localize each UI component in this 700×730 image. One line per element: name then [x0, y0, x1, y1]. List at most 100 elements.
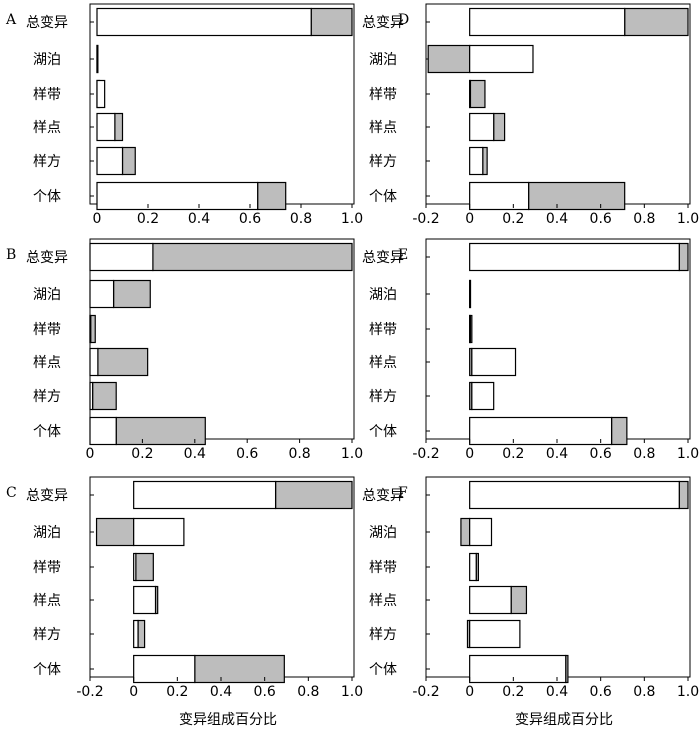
- x-tick-label: 0.8: [290, 211, 312, 227]
- category-label: 个体: [33, 662, 61, 678]
- bar-segment-gray: [310, 7, 353, 37]
- category-label: 湖泊: [33, 525, 61, 541]
- x-tick-label: 0.4: [184, 446, 206, 462]
- x-tick-label: 1.0: [677, 446, 699, 462]
- category-label: 个体: [369, 424, 397, 440]
- category-label: 个体: [369, 189, 397, 205]
- bar-segment-gray: [678, 242, 689, 272]
- x-tick-label: 0.6: [590, 446, 612, 462]
- bar-segment-gray: [493, 112, 506, 142]
- bar-segment-white: [96, 181, 259, 211]
- panel-letter: E: [398, 247, 408, 263]
- category-label: 样方: [33, 389, 61, 405]
- x-tick-label: 0.2: [137, 211, 159, 227]
- x-tick-label: 0.6: [590, 684, 612, 700]
- bar-segment-white: [89, 381, 94, 411]
- x-tick-label: 0.4: [546, 211, 568, 227]
- category-label: 湖泊: [369, 287, 397, 303]
- bar-segment-white: [471, 381, 495, 411]
- bar-segment-gray: [482, 146, 488, 176]
- bar-segment-gray: [92, 381, 117, 411]
- category-label: 总变异: [26, 15, 68, 31]
- x-tick-label: 0.6: [590, 211, 612, 227]
- bar-segment-white: [469, 619, 521, 649]
- bar-segment-white: [133, 552, 137, 582]
- category-label: 样点: [33, 593, 61, 609]
- x-tick-label: -0.2: [412, 684, 439, 700]
- category-label: 样带: [33, 322, 61, 338]
- bar-segment-gray: [610, 416, 628, 446]
- x-tick-label: 0: [93, 211, 102, 227]
- category-label: 样带: [33, 87, 61, 103]
- category-label: 总变异: [362, 488, 404, 504]
- bar-segment-gray: [135, 552, 154, 582]
- bar-segment-white: [469, 314, 472, 344]
- bar-segment-gray: [95, 517, 135, 547]
- category-label: 样点: [33, 355, 61, 371]
- x-tick-label: 0: [86, 446, 95, 462]
- bar-segment-white: [469, 181, 530, 211]
- bar-segment-white: [96, 44, 99, 74]
- x-tick-label: 1.0: [677, 684, 699, 700]
- bar-segment-gray: [112, 279, 151, 309]
- bar-segment-gray: [624, 7, 689, 37]
- bar-segment-white: [469, 242, 680, 272]
- category-label: 湖泊: [33, 287, 61, 303]
- category-label: 样带: [33, 560, 61, 576]
- bar-segment-white: [133, 654, 196, 684]
- category-label: 样方: [33, 627, 61, 643]
- x-tick-label: 0.8: [288, 446, 310, 462]
- bar-segment-white: [469, 552, 477, 582]
- category-label: 样点: [369, 593, 397, 609]
- x-tick-label: 0.6: [236, 446, 258, 462]
- bar-segment-white: [469, 416, 613, 446]
- category-label: 湖泊: [369, 525, 397, 541]
- x-tick-label: 0: [465, 211, 474, 227]
- x-tick-label: 1.0: [341, 446, 363, 462]
- bar-segment-gray: [274, 480, 353, 510]
- x-tick-label: 0.2: [131, 446, 153, 462]
- category-label: 总变异: [26, 250, 68, 266]
- category-label: 样方: [33, 154, 61, 170]
- bar-segment-white: [469, 517, 493, 547]
- category-label: 样点: [369, 120, 397, 136]
- bar-segment-gray: [460, 517, 471, 547]
- x-tick-label: -0.2: [412, 446, 439, 462]
- x-tick-label: 1.0: [677, 211, 699, 227]
- x-tick-label: 0.6: [239, 211, 261, 227]
- panel-letter: F: [398, 485, 408, 501]
- bar-segment-gray: [528, 181, 626, 211]
- bar-segment-white: [133, 585, 157, 615]
- category-label: 个体: [33, 189, 61, 205]
- bar-segment-white: [133, 517, 185, 547]
- x-tick-label: 0.4: [546, 446, 568, 462]
- panel-letter: C: [6, 485, 17, 501]
- bar-segment-white: [96, 79, 106, 109]
- category-label: 个体: [369, 662, 397, 678]
- category-label: 个体: [33, 424, 61, 440]
- category-label: 样带: [369, 560, 397, 576]
- bar-segment-white: [469, 654, 567, 684]
- x-tick-label: 0.8: [633, 446, 655, 462]
- bar-segment-white: [133, 480, 277, 510]
- bar-segment-white: [133, 619, 139, 649]
- bar-segment-gray: [115, 416, 206, 446]
- panel-letter: A: [5, 12, 17, 28]
- category-label: 样点: [33, 120, 61, 136]
- bar-segment-white: [469, 146, 484, 176]
- x-tick-label: 0.2: [166, 684, 188, 700]
- bar-segment-white: [89, 314, 92, 344]
- x-tick-label: 0.4: [546, 684, 568, 700]
- panel-letter: D: [398, 12, 409, 28]
- bar-segment-gray: [114, 112, 124, 142]
- category-label: 湖泊: [369, 52, 397, 68]
- category-label: 总变异: [362, 15, 404, 31]
- x-tick-label: 0: [129, 684, 138, 700]
- bar-segment-gray: [194, 654, 285, 684]
- category-label: 样带: [369, 322, 397, 338]
- panel-letter: B: [6, 247, 16, 263]
